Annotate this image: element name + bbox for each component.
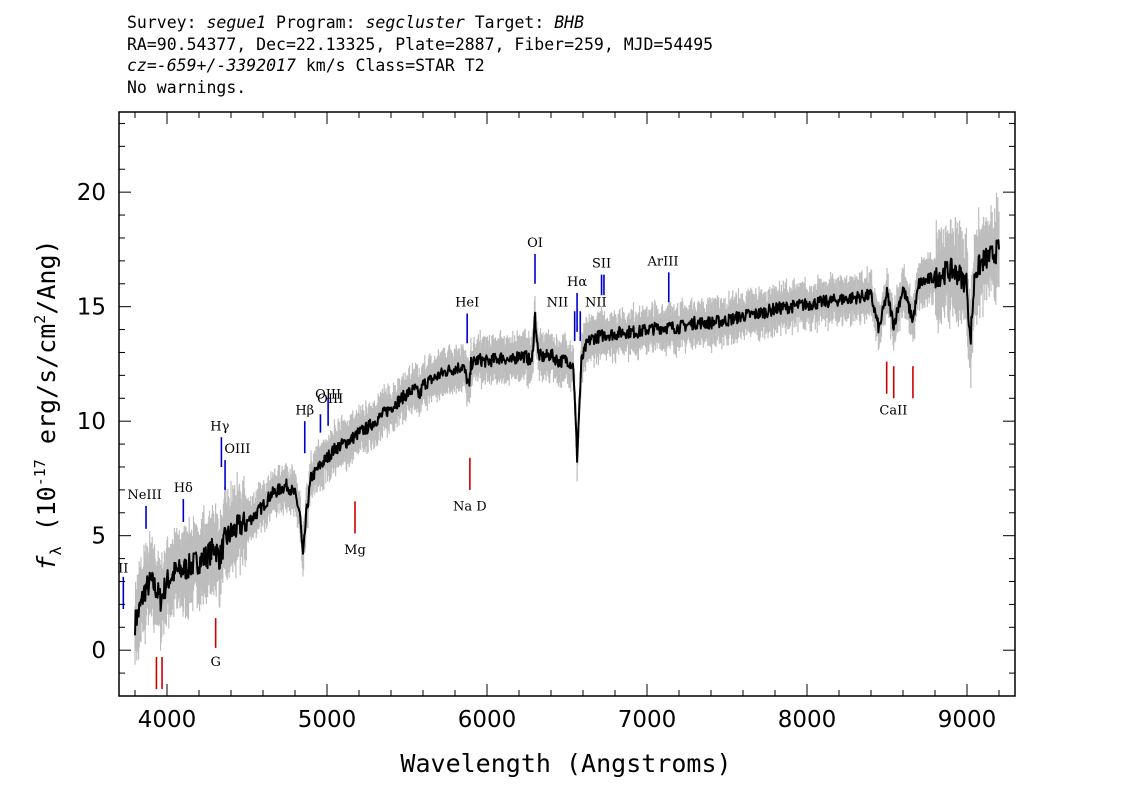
spectrum-path	[134, 239, 1000, 636]
target-label: Target:	[474, 13, 545, 32]
target-value: BHB	[554, 13, 585, 32]
header-line-3: cz=-659+/-3392017 km/s Class=STAR T2	[127, 55, 713, 77]
y-tick-label: 20	[77, 180, 106, 206]
cz-value: cz=-659+/-3392017	[127, 56, 296, 75]
line-label: HeI	[455, 296, 479, 311]
survey-value: segue1	[206, 13, 267, 32]
line-label: G	[210, 655, 220, 670]
cz-units: km/s Class=STAR T2	[305, 56, 485, 75]
line-label: Hγ	[210, 419, 229, 434]
line-label: NeIII	[127, 488, 161, 503]
line-label: CaII	[879, 403, 907, 418]
plot-frame	[118, 111, 1016, 697]
x-tick-label: 9000	[938, 707, 997, 733]
x-axis-label: Wavelength (Angstroms)	[400, 749, 731, 778]
x-tick-label: 7000	[618, 707, 677, 733]
x-tick-label: 5000	[298, 707, 357, 733]
y-tick-label: 5	[91, 524, 106, 550]
line-label: NII	[547, 296, 569, 311]
line-label: Na D	[453, 499, 487, 514]
y-tick-label: 15	[77, 295, 106, 321]
line-label: OIII	[224, 442, 250, 457]
x-tick-label: 4000	[138, 707, 197, 733]
line-label: Hδ	[174, 481, 193, 496]
line-label: OIII	[315, 387, 341, 402]
y-tick-label: 10	[77, 409, 106, 435]
program-label: Program:	[276, 13, 356, 32]
line-label: SII	[592, 257, 611, 272]
line-label: Hα	[567, 275, 587, 290]
x-tick-label: 8000	[778, 707, 837, 733]
header-line-2: RA=90.54377, Dec=22.13325, Plate=2887, F…	[127, 34, 714, 54]
line-label: Hβ	[295, 403, 314, 418]
line-label: OIII	[317, 392, 343, 407]
spectrum-line	[134, 239, 1000, 636]
x-tick-label: 6000	[458, 707, 517, 733]
line-label: II	[118, 561, 128, 576]
program-value: segcluster	[365, 13, 465, 32]
survey-label: Survey:	[127, 13, 197, 32]
line-label: OI	[527, 236, 543, 251]
axes: 4000 5000 6000 7000 8000 9000 0 5 10 15 20	[77, 111, 1016, 733]
y-axis-label: fλ (10-17 erg/s/cm2/Ang)	[31, 239, 65, 570]
spectrum-header: Survey: segue1 Program: segcluster Targe…	[127, 12, 713, 98]
line-label: ArIII	[646, 254, 678, 269]
warnings-text: No warnings.	[127, 77, 247, 97]
header-line-1: Survey: segue1 Program: segcluster Targe…	[127, 12, 713, 34]
y-tick-label: 0	[91, 638, 106, 664]
line-label: Mg	[344, 543, 366, 558]
y-axis-label-text: fλ (10-17 erg/s/cm2/Ang)	[31, 239, 65, 570]
error-band	[134, 192, 1000, 665]
error-band-path	[134, 192, 1000, 665]
line-label: NII	[585, 296, 607, 311]
